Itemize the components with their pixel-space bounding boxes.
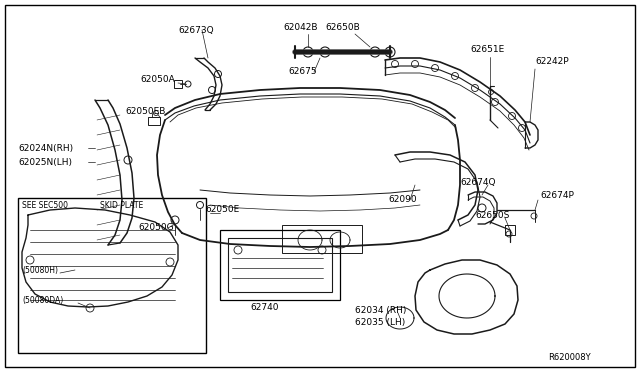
Bar (505, 225, 515, 235)
Bar (174, 80, 182, 88)
Text: (50080DA): (50080DA) (22, 295, 63, 305)
Text: 62024N(RH): 62024N(RH) (18, 144, 73, 153)
Text: SEE SEC500: SEE SEC500 (22, 201, 68, 209)
Text: 62035 (LH): 62035 (LH) (355, 318, 405, 327)
Text: 62740: 62740 (250, 304, 278, 312)
Text: 62090: 62090 (388, 196, 417, 205)
Text: 62242P: 62242P (535, 58, 568, 67)
Bar (148, 117, 160, 125)
Text: 62675: 62675 (288, 67, 317, 77)
Bar (228, 238, 332, 292)
Bar (220, 230, 340, 300)
Text: 62650S: 62650S (475, 211, 509, 219)
Text: 62050E: 62050E (205, 205, 239, 215)
Text: 62042B: 62042B (283, 23, 317, 32)
Text: 62034 (RH): 62034 (RH) (355, 305, 406, 314)
Bar (282, 225, 362, 253)
Text: (50080H): (50080H) (22, 266, 58, 275)
Text: 62650B: 62650B (325, 23, 360, 32)
Text: 62673Q: 62673Q (178, 26, 214, 35)
Text: 62651E: 62651E (470, 45, 504, 55)
Text: 62050EB: 62050EB (125, 108, 165, 116)
Text: SKID PLATE: SKID PLATE (100, 201, 143, 209)
Text: 62050G: 62050G (138, 224, 173, 232)
Text: 62025N(LH): 62025N(LH) (18, 157, 72, 167)
Bar (18, 198, 206, 353)
Text: 62050A: 62050A (140, 76, 175, 84)
Text: R620008Y: R620008Y (548, 353, 591, 362)
Text: 62674Q: 62674Q (460, 177, 495, 186)
Text: 62674P: 62674P (540, 190, 574, 199)
